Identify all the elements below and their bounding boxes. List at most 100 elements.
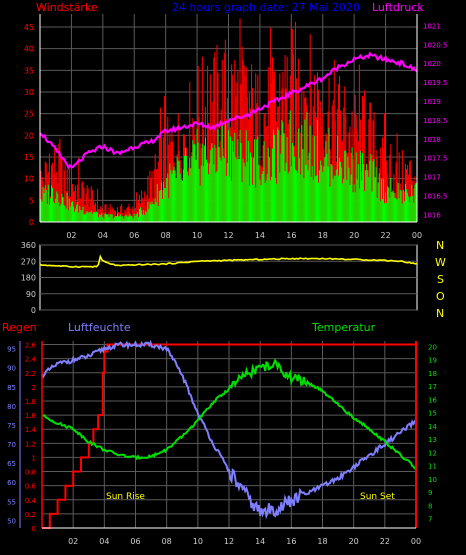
wind-y-tick: 40	[24, 45, 34, 54]
humidity-y-tick: 85	[7, 384, 16, 392]
pressure-y-tick: 1017.5	[423, 155, 448, 163]
climate-x-tick: 04	[99, 537, 109, 546]
wind-x-tick: 08	[161, 231, 171, 240]
wind-y-tick: 45	[24, 23, 34, 32]
wind-pressure-panel: 05101520253035404510161016.510171017.510…	[24, 14, 448, 240]
direction-label-s: S	[437, 273, 444, 286]
wind-x-tick: 20	[349, 231, 359, 240]
rain-y-tick: 2.4	[25, 356, 37, 364]
wind-y-tick: 25	[24, 110, 34, 119]
pressure-y-tick: 1019	[423, 98, 441, 106]
humidity-y-tick: 90	[7, 365, 16, 373]
pressure-y-tick: 1019.5	[423, 79, 448, 87]
climate-x-tick: 02	[68, 537, 78, 546]
wind-y-tick: 35	[24, 66, 34, 75]
pressure-y-tick: 1020	[423, 60, 441, 68]
rain-y-tick: 2.2	[25, 370, 36, 378]
humidity-y-tick: 50	[7, 517, 16, 525]
wind-x-tick: 14	[255, 231, 265, 240]
pressure-line	[39, 51, 418, 170]
direction-y-tick: 180	[21, 274, 36, 283]
wind-x-tick: 10	[192, 231, 202, 240]
direction-label-n1: N	[436, 239, 444, 252]
temperature-y-tick: 16	[428, 396, 437, 404]
humidity-y-tick: 65	[7, 460, 16, 468]
rain-line	[42, 343, 416, 529]
rain-y-tick: 0.8	[25, 469, 36, 477]
direction-y-tick: 0	[31, 306, 36, 315]
rain-y-tick: 1.4	[25, 426, 37, 434]
rain-y-tick: 0.2	[25, 511, 36, 519]
humidity-y-tick: 70	[7, 441, 16, 449]
wind-y-tick: 10	[24, 175, 34, 184]
wind-x-tick: 16	[286, 231, 296, 240]
humidity-y-tick: 55	[7, 498, 16, 506]
climate-x-tick: 06	[130, 537, 140, 546]
climate-x-tick: 14	[255, 537, 265, 546]
temperature-y-tick: 10	[428, 476, 437, 484]
pressure-y-tick: 1020.5	[423, 41, 448, 49]
pressure-y-tick: 1021	[423, 22, 441, 30]
humidity-line	[41, 339, 417, 520]
direction-y-tick: 90	[26, 290, 36, 299]
humidity-title: Luftfeuchte	[68, 321, 131, 334]
pressure-title: Luftdruck	[372, 1, 424, 14]
direction-line	[39, 254, 418, 269]
direction-label-o: O	[436, 290, 445, 303]
sun-rise-label: Sun Rise	[106, 492, 145, 502]
rain-y-tick: 0.6	[25, 483, 37, 491]
temperature-y-tick: 9	[428, 489, 432, 497]
pressure-y-tick: 1018.5	[423, 117, 448, 125]
wind-y-tick: 5	[29, 196, 34, 205]
wind-direction-panel: 0 90 180 270 360	[21, 241, 418, 315]
temperature-y-tick: 12	[428, 449, 437, 457]
wind-x-tick: 02	[66, 231, 76, 240]
temperature-y-tick: 8	[428, 502, 432, 510]
climate-x-tick: 18	[317, 537, 327, 546]
humidity-y-tick: 75	[7, 422, 16, 430]
wind-x-tick: 12	[223, 231, 233, 240]
wind-x-tick: 00	[412, 231, 422, 240]
rain-y-tick: 1	[32, 454, 36, 462]
temperature-y-tick: 17	[428, 383, 437, 391]
climate-x-tick: 08	[162, 537, 172, 546]
climate-x-tick: 12	[224, 537, 234, 546]
pressure-y-tick: 1017	[423, 174, 441, 182]
rain-y-tick: 0	[32, 525, 36, 533]
temperature-y-tick: 20	[428, 343, 437, 351]
wind-x-tick: 22	[380, 231, 390, 240]
climate-x-tick: 10	[193, 537, 203, 546]
pressure-y-tick: 1018	[423, 136, 441, 144]
rain-y-tick: 1.6	[25, 412, 37, 420]
graph-date-title: 24 hours graph date: 27 Mai 2020	[172, 1, 360, 14]
direction-y-tick: 360	[21, 241, 36, 250]
wind-x-tick: 18	[318, 231, 328, 240]
direction-label-n2: N	[436, 307, 444, 320]
temperature-y-tick: 14	[428, 423, 437, 431]
pressure-y-tick: 1016.5	[423, 193, 448, 201]
temperature-line	[41, 358, 417, 471]
rain-title: Regen	[2, 321, 37, 334]
temperature-y-tick: 18	[428, 370, 437, 378]
temperature-y-tick: 7	[428, 516, 432, 524]
wind-x-tick: 04	[98, 231, 108, 240]
rain-y-tick: 2	[32, 384, 36, 392]
climate-x-tick: 00	[411, 537, 421, 546]
rain-y-tick: 1.8	[25, 398, 36, 406]
temperature-y-tick: 13	[428, 436, 437, 444]
humidity-y-tick: 60	[7, 479, 16, 487]
rain-y-tick: 1.2	[25, 440, 36, 448]
wind-x-tick: 06	[129, 231, 139, 240]
wind-y-tick: 15	[24, 153, 34, 162]
climate-x-tick: 16	[286, 537, 296, 546]
direction-label-w: W	[435, 256, 446, 269]
climate-x-tick: 22	[380, 537, 390, 546]
humidity-y-tick: 80	[7, 403, 16, 411]
temperature-y-tick: 15	[428, 410, 437, 418]
direction-y-tick: 270	[21, 257, 36, 266]
humidity-y-tick: 95	[7, 346, 16, 354]
pressure-y-tick: 1016	[423, 211, 441, 219]
rain-y-tick: 2.6	[25, 342, 37, 350]
temperature-y-tick: 19	[428, 357, 437, 365]
